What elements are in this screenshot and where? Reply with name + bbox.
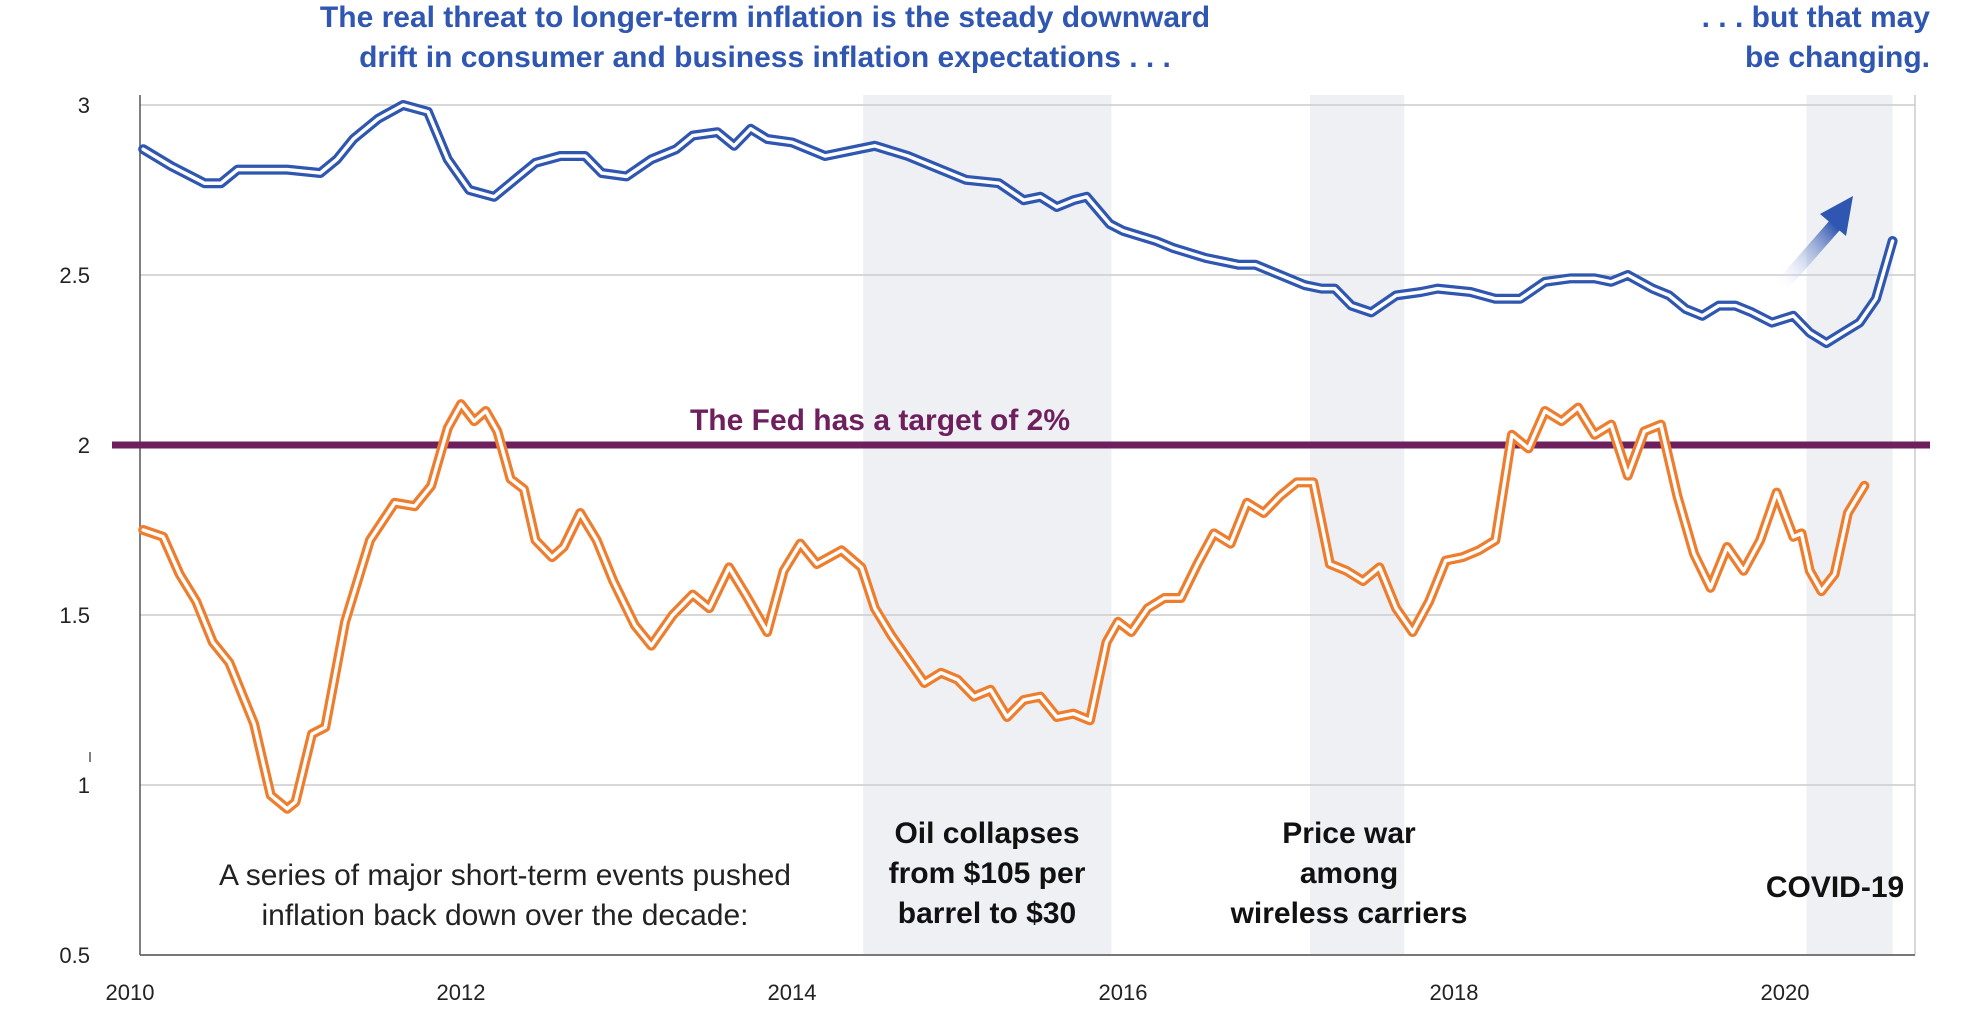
y-tick-label: 1.5 bbox=[59, 603, 90, 628]
intro-line: inflation back down over the decade: bbox=[262, 899, 749, 932]
x-tick-label: 2012 bbox=[437, 980, 486, 1005]
event-label-line: COVID-19 bbox=[1766, 871, 1904, 904]
title-right-line: . . . but that may bbox=[1702, 1, 1931, 34]
fed-target-label: The Fed has a target of 2% bbox=[690, 404, 1070, 437]
title-left-line: The real threat to longer-term inflation… bbox=[320, 1, 1210, 34]
event-label-line: Price war bbox=[1282, 817, 1416, 850]
y-tick-label: 3 bbox=[78, 93, 90, 118]
x-tick-label: 2018 bbox=[1430, 980, 1479, 1005]
expectations-series-core bbox=[141, 103, 1895, 345]
event-label-line: wireless carriers bbox=[1230, 897, 1468, 930]
event-label-line: among bbox=[1300, 857, 1398, 890]
event-shading bbox=[863, 95, 1893, 955]
trend-arrow-shaft bbox=[1772, 220, 1841, 295]
inflation-series-core bbox=[141, 402, 1867, 811]
event-label-line: from $105 per bbox=[889, 857, 1086, 890]
y-tick-label: 0.5 bbox=[59, 943, 90, 968]
intro-line: A series of major short-term events push… bbox=[219, 859, 791, 892]
x-tick-label: 2014 bbox=[768, 980, 817, 1005]
x-tick-label: 2010 bbox=[106, 980, 155, 1005]
y-tick-label: 2 bbox=[78, 433, 90, 458]
trend-arrow-head bbox=[1820, 196, 1853, 236]
series-lines bbox=[138, 100, 1898, 814]
title-right-line: be changing. bbox=[1745, 41, 1930, 74]
event-band bbox=[863, 95, 1112, 955]
y-tick-label: 1 bbox=[78, 773, 90, 798]
chart-annotations: The real threat to longer-term inflation… bbox=[219, 1, 1930, 932]
event-label-line: barrel to $30 bbox=[898, 897, 1076, 930]
event-label-line: Oil collapses bbox=[894, 817, 1079, 850]
axes: 3 2.5 2 1.5 1 0.5 2010 2012 2014 2016 2018 2020 bbox=[59, 93, 1915, 1005]
x-tick-label: 2020 bbox=[1761, 980, 1810, 1005]
title-left-line: drift in consumer and business inflation… bbox=[359, 41, 1171, 74]
x-tick-label: 2016 bbox=[1099, 980, 1148, 1005]
y-tick-label: 2.5 bbox=[59, 263, 90, 288]
